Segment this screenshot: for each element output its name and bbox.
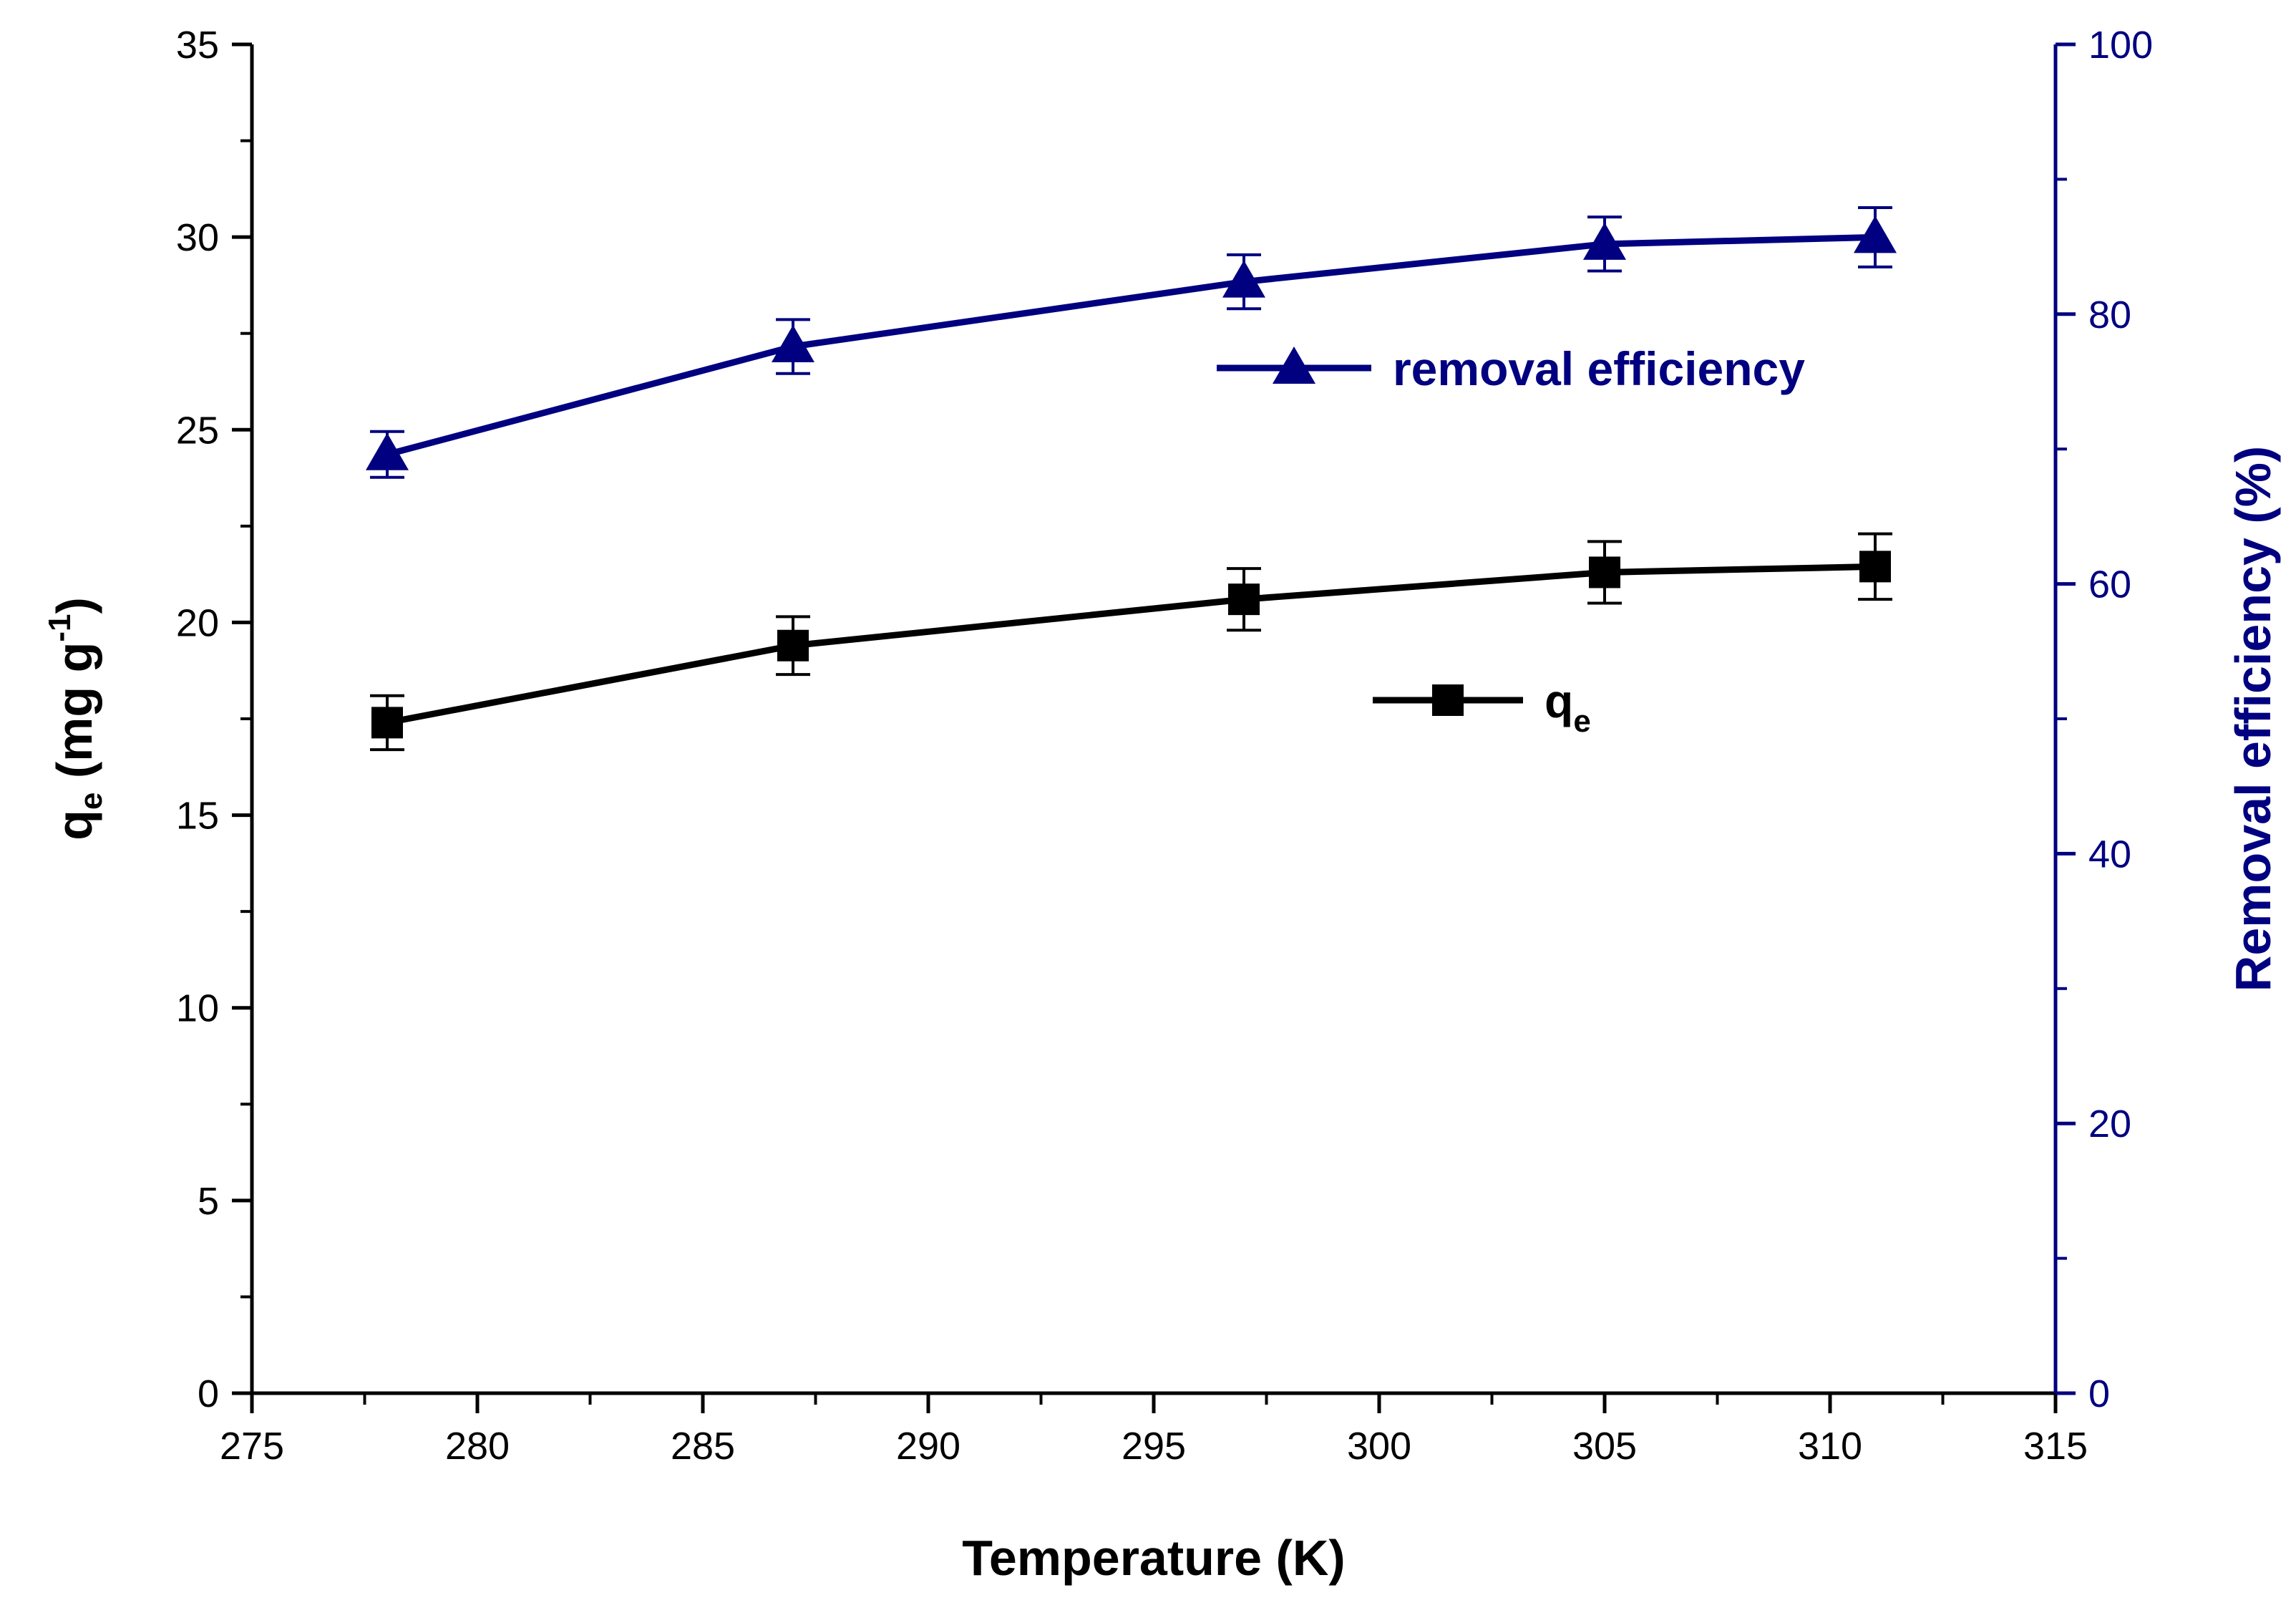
x-tick-label: 305 [1572, 1425, 1637, 1468]
legend-marker-triangle [1273, 347, 1315, 384]
data-point [1222, 260, 1265, 298]
x-tick-label: 300 [1347, 1425, 1411, 1468]
x-axis-title: Temperature (K) [962, 1530, 1345, 1586]
series-triangle-group [366, 205, 1897, 479]
legend-label-text: q [1545, 674, 1573, 727]
y-left-tick-label: 20 [176, 601, 219, 644]
y-axis-title-left-superscript: -1 [42, 614, 77, 641]
x-tick-label: 315 [2023, 1425, 2088, 1468]
y-left-tick-label: 35 [176, 24, 219, 67]
y-right-tick-label: 60 [2088, 563, 2131, 606]
y-right-tick-label: 100 [2088, 24, 2153, 67]
y-right-tick-label: 0 [2088, 1372, 2110, 1415]
data-point [772, 325, 814, 363]
y-axis-title-left: qe (mg g-1) [42, 597, 109, 841]
legend-label-text: removal efficiency [1393, 342, 1805, 395]
legend-label: qe [1545, 674, 1591, 739]
data-point [1859, 551, 1891, 583]
x-tick-label: 290 [896, 1425, 960, 1468]
data-point [371, 707, 403, 739]
data-point [1583, 222, 1626, 260]
y-left-tick-label: 0 [198, 1372, 219, 1415]
y-axis-title-left-subscript: e [74, 793, 109, 810]
y-left-tick-label: 25 [176, 409, 219, 452]
data-point [1854, 215, 1897, 253]
legend-label-subscript: e [1573, 704, 1590, 739]
legend-entry: qe [1373, 674, 1591, 739]
legend-entry: removal efficiency [1217, 342, 1805, 395]
y-left-tick-label: 5 [198, 1180, 219, 1223]
x-tick-label: 295 [1122, 1425, 1186, 1468]
series-line [386, 563, 1876, 726]
y-left-tick-label: 10 [176, 987, 219, 1030]
y-right-tick-label: 80 [2088, 294, 2131, 336]
series-square-group [370, 532, 1892, 752]
y-axis-title-right: Removal efficiency (%) [2225, 446, 2281, 992]
x-tick-label: 275 [220, 1425, 284, 1468]
y-right-tick-label: 20 [2088, 1103, 2131, 1145]
y-left-tick-label: 30 [176, 216, 219, 259]
axes: 275 280 285 290 295 300 305 310 3150510152025303… [176, 24, 2153, 1468]
series-layer [366, 205, 1897, 752]
x-tick-label: 280 [445, 1425, 510, 1468]
legend: removal efficiency qe [1217, 342, 1805, 739]
legend-marker-square [1432, 684, 1464, 716]
data-point [366, 432, 409, 470]
x-tick-label: 310 [1798, 1425, 1862, 1468]
y-axis-title-left-unit: (mg g [47, 642, 102, 793]
y-left-tick-label: 15 [176, 795, 219, 838]
data-point [1228, 583, 1260, 616]
data-point [777, 629, 809, 662]
data-point [1589, 556, 1620, 588]
legend-label: removal efficiency [1393, 342, 1805, 395]
y-right-tick-label: 40 [2088, 833, 2131, 876]
x-tick-label: 285 [671, 1425, 735, 1468]
y-axis-title-left-close: ) [47, 597, 102, 614]
